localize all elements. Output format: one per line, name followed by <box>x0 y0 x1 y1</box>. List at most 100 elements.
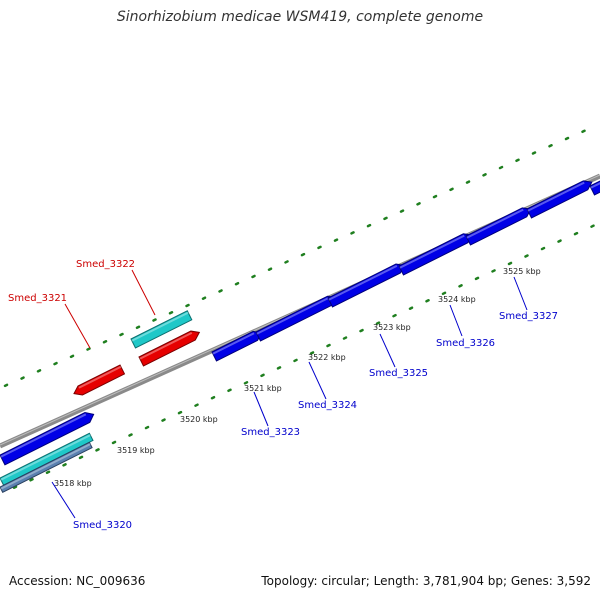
tick-mark <box>36 369 42 373</box>
tick-mark <box>474 276 480 281</box>
kbp-label: 3521 kbp <box>244 384 282 393</box>
tick-mark <box>465 180 471 184</box>
tick-mark <box>573 231 579 236</box>
gene-leader-line <box>64 303 91 349</box>
tick-mark <box>177 410 183 415</box>
tick-mark <box>12 485 18 489</box>
gene-label: Smed_3323 <box>241 427 300 438</box>
genome-summary: Topology: circular; Length: 3,781,904 bp… <box>261 574 591 588</box>
tick-mark <box>102 340 108 344</box>
cds-forward-bevel <box>466 208 524 239</box>
gene-label: Smed_3321 <box>8 293 67 304</box>
gene-label: Smed_3320 <box>73 520 132 531</box>
tick-mark <box>152 318 157 322</box>
tick-mark <box>210 395 216 400</box>
feature-steel <box>0 441 93 494</box>
tick-mark <box>69 354 75 359</box>
gene-leader-line <box>308 361 327 400</box>
tick-mark <box>161 418 166 422</box>
tick-mark <box>267 267 273 271</box>
tick-mark <box>45 470 51 475</box>
tick-mark <box>359 328 364 333</box>
tick-mark <box>342 336 348 340</box>
tick-mark <box>317 245 322 250</box>
tick-mark <box>3 383 9 388</box>
tick-mark <box>432 194 438 199</box>
kbp-label: 3522 kbp <box>308 353 346 362</box>
kbp-label: 3520 kbp <box>180 415 218 424</box>
tick-mark <box>581 129 586 134</box>
cds-forward-bevel <box>328 264 398 301</box>
tick-mark <box>425 299 430 303</box>
cds-forward-bevel <box>399 234 465 269</box>
tick-mark <box>548 144 553 148</box>
tick-mark <box>482 173 487 177</box>
tick-mark <box>86 347 91 351</box>
tick-mark <box>498 165 504 170</box>
tick-mark <box>62 463 67 467</box>
tick-mark <box>375 321 381 325</box>
feature-cyan-bevel <box>131 311 189 342</box>
cds-forward-bevel <box>527 181 585 212</box>
kbp-label: 3523 kbp <box>373 323 411 332</box>
tick-mark <box>333 238 339 242</box>
tick-mark <box>95 448 100 452</box>
tick-mark <box>284 260 289 264</box>
tick-mark <box>531 151 537 155</box>
tick-mark <box>392 313 397 318</box>
tick-mark <box>53 361 58 366</box>
kbp-label: 3519 kbp <box>117 446 155 455</box>
gene-leader-line <box>253 391 269 427</box>
feature-cyan <box>130 310 193 349</box>
tick-mark <box>564 136 570 141</box>
tick-mark <box>201 296 207 300</box>
cds-forward-bevel <box>212 332 255 355</box>
tick-mark <box>29 478 34 482</box>
tick-mark <box>399 209 405 213</box>
tick-mark <box>366 223 372 228</box>
tick-mark <box>144 425 150 430</box>
kbp-label: 3518 kbp <box>54 479 92 488</box>
tick-mark <box>227 388 232 393</box>
map-title: Sinorhizobium medicae WSM419, complete g… <box>116 9 484 25</box>
tick-mark <box>458 284 463 288</box>
tick-mark <box>111 440 117 445</box>
tick-mark <box>128 433 133 437</box>
gene-leader-line <box>449 304 463 337</box>
tick-mark <box>218 289 223 293</box>
gene-leader-line <box>131 269 156 316</box>
kbp-label: 3525 kbp <box>503 267 541 276</box>
cds-forward <box>465 207 532 246</box>
tick-mark <box>135 325 141 330</box>
gene-label: Smed_3325 <box>369 368 428 379</box>
tick-mark <box>557 239 562 243</box>
tick-mark <box>276 366 282 370</box>
feature-cyan <box>0 432 94 486</box>
tick-mark <box>540 246 546 251</box>
cds-forward <box>0 412 95 466</box>
tick-mark <box>524 254 529 258</box>
cds-reverse <box>73 364 126 396</box>
cds-reverse-bevel <box>139 331 193 360</box>
tick-mark <box>293 358 298 363</box>
cds-forward-bevel <box>256 297 329 335</box>
tick-mark <box>243 381 249 385</box>
tick-mark <box>168 311 174 315</box>
feature-cyan-bevel <box>0 434 91 481</box>
cds-forward <box>255 295 337 342</box>
accession-label: Accession: NC_009636 <box>9 574 146 588</box>
kbp-label: 3524 kbp <box>438 295 476 304</box>
tick-mark <box>590 224 595 228</box>
gene-label: Smed_3327 <box>499 311 558 322</box>
tick-mark <box>300 252 306 257</box>
gene-leader-line <box>379 333 396 368</box>
feature-steel-bevel <box>0 443 91 490</box>
cds-forward <box>327 263 406 308</box>
tick-mark <box>515 158 520 163</box>
tick-mark <box>234 281 240 286</box>
tick-mark <box>408 306 414 310</box>
gene-label: Smed_3322 <box>76 259 135 270</box>
tick-mark <box>78 455 84 460</box>
tick-mark <box>491 269 496 273</box>
